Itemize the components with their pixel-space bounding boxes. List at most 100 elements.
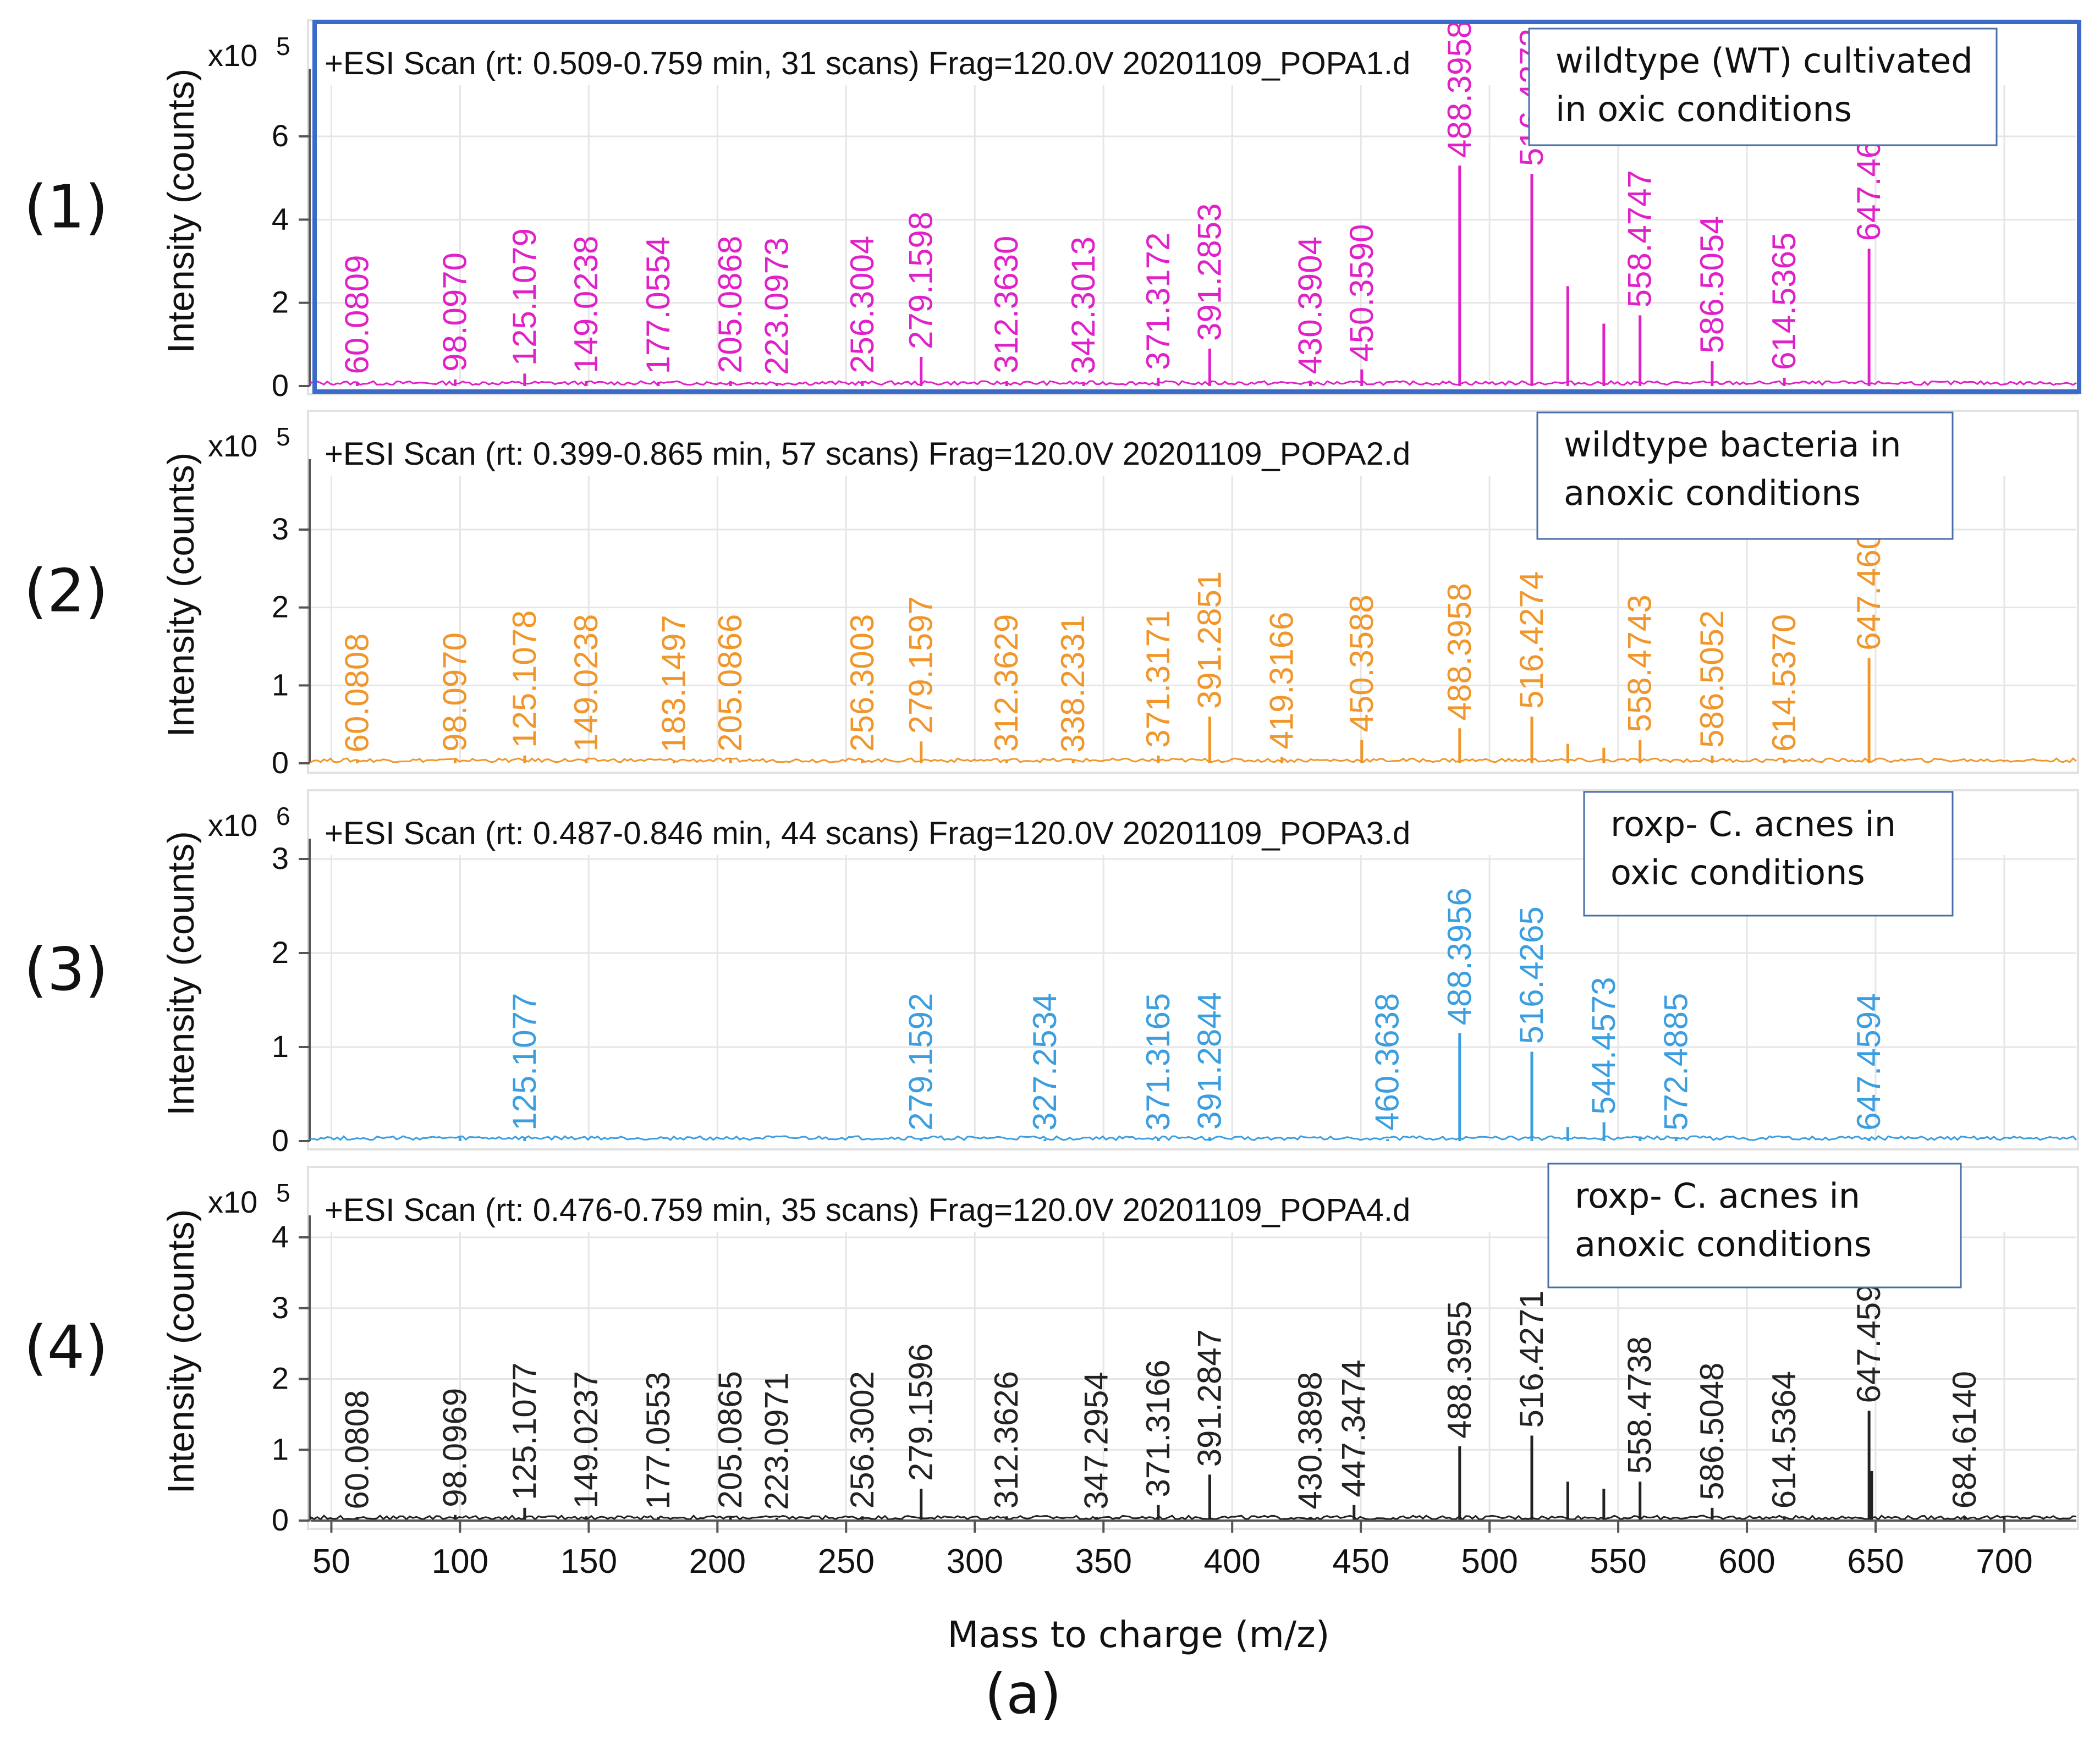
condition-annotation-text: anoxic conditions [1575, 1224, 1872, 1264]
panel-number: (4) [24, 1314, 108, 1383]
peak-label: 450.3590 [1343, 224, 1380, 361]
peak-label: 205.0866 [712, 614, 749, 752]
peak-label: 312.3629 [988, 614, 1025, 752]
panel-number: (2) [24, 557, 108, 626]
scan-label: +ESI Scan (rt: 0.487-0.846 min, 44 scans… [325, 816, 1410, 851]
y-scale-exponent: 5 [276, 422, 290, 451]
peak-label: 149.0238 [568, 614, 604, 752]
peak-label: 342.3013 [1065, 236, 1102, 374]
y-tick-label: 1 [272, 1029, 289, 1064]
peak-label: 391.2847 [1191, 1329, 1228, 1467]
x-tick-label: 200 [689, 1543, 746, 1581]
peak-label: 177.0553 [640, 1372, 677, 1509]
peak-label: 256.3002 [844, 1371, 881, 1508]
panel-3: 0 1 2 3 x10 6 Intensity (counts) (3) +ESI Scan (… [24, 789, 2079, 1158]
condition-annotation-text: wildtype (WT) cultivated [1555, 41, 1973, 81]
y-tick-label: 0 [272, 368, 289, 403]
scan-label: +ESI Scan (rt: 0.476-0.759 min, 35 scans… [325, 1192, 1410, 1228]
y-scale-base: x10 [208, 428, 257, 463]
y-axis-title: Intensity (counts) [160, 1209, 202, 1494]
condition-annotation-text: roxp- C. acnes in [1610, 804, 1896, 844]
peak-label: 488.3956 [1441, 888, 1478, 1025]
peak-label: 125.1079 [506, 228, 543, 366]
peak-label: 256.3003 [844, 614, 881, 752]
y-tick-label: 0 [272, 745, 289, 780]
x-tick-label: 50 [312, 1543, 350, 1581]
peak-label: 205.0868 [712, 236, 749, 373]
peak-label: 279.1592 [903, 993, 939, 1131]
y-tick-label: 0 [272, 1502, 289, 1537]
peak-label: 430.3898 [1291, 1372, 1328, 1509]
peak-label: 223.0971 [758, 1373, 795, 1510]
peak-label: 460.3638 [1369, 993, 1406, 1131]
y-scale-exponent: 5 [276, 32, 290, 60]
peak-label: 488.3958 [1441, 20, 1478, 158]
peak-label: 450.3588 [1343, 594, 1380, 732]
x-tick-label: 300 [947, 1543, 1003, 1581]
peak-label: 516.4265 [1513, 906, 1550, 1044]
peak-label: 647.4594 [1850, 993, 1887, 1131]
panel-number: (3) [24, 935, 108, 1004]
peak-label: 125.1078 [506, 610, 543, 748]
y-tick-label: 3 [272, 511, 289, 546]
peak-label: 223.0973 [758, 238, 795, 375]
peak-label: 391.2844 [1191, 992, 1228, 1130]
y-axis-title: Intensity (counts) [160, 453, 202, 737]
peak-label: 614.5364 [1766, 1371, 1802, 1508]
peak-label: 60.0808 [339, 1390, 376, 1510]
peak-label: 125.1077 [506, 993, 543, 1131]
peak-label: 614.5370 [1766, 614, 1802, 752]
peak-label: 98.0970 [436, 252, 473, 372]
peak-label: 279.1597 [903, 596, 939, 734]
panel-1: 0 2 4 6 x10 5 Intensity (counts) (1) +ESI Scan (… [24, 19, 2081, 403]
peak-label: 312.3630 [988, 236, 1025, 373]
y-tick-label: 4 [272, 201, 289, 236]
peak-label: 125.1077 [506, 1363, 543, 1500]
baseline-trace [310, 1135, 2077, 1142]
y-axis-title: Intensity (counts) [160, 831, 202, 1116]
peak-label: 279.1598 [903, 212, 939, 349]
x-tick-label: 700 [1976, 1543, 2032, 1581]
y-axis-title: Intensity (counts) [160, 69, 202, 354]
y-tick-label: 3 [272, 1290, 289, 1325]
peak-label: 256.3004 [844, 236, 881, 373]
baseline-trace [310, 757, 2077, 764]
peak-label: 149.0238 [568, 236, 604, 373]
peak-label: 205.0865 [712, 1371, 749, 1508]
y-scale-base: x10 [208, 808, 257, 843]
peak-label: 98.0969 [436, 1388, 473, 1507]
y-tick-label: 1 [272, 667, 289, 702]
x-tick-label: 150 [560, 1543, 617, 1581]
y-tick-label: 2 [272, 935, 289, 970]
condition-annotation-box [1583, 791, 1954, 917]
baseline-trace [310, 1514, 2077, 1521]
x-tick-label: 650 [1847, 1543, 1904, 1581]
y-scale-exponent: 5 [276, 1179, 290, 1207]
y-scale-base: x10 [208, 1185, 257, 1219]
scan-label: +ESI Scan (rt: 0.399-0.865 min, 57 scans… [325, 436, 1410, 472]
x-tick-label: 450 [1332, 1543, 1389, 1581]
y-tick-label: 3 [272, 841, 289, 875]
y-tick-label: 2 [272, 285, 289, 320]
figure-caption: (a) [985, 1662, 1061, 1726]
peak-label: 544.4573 [1585, 977, 1622, 1115]
peak-label: 614.5365 [1766, 233, 1802, 370]
condition-annotation-text: anoxic conditions [1564, 473, 1861, 513]
panel-2: 0 1 2 3 x10 5 Intensity (counts) (2) +ESI Scan (… [24, 410, 2079, 780]
x-tick-label: 600 [1718, 1543, 1775, 1581]
x-axis: 50 100 150 200 250 300 350 400 450 500 550 600 650 70… [311, 1519, 2076, 1656]
x-tick-label: 250 [818, 1543, 875, 1581]
peak-label: 60.0808 [339, 633, 376, 752]
peak-label: 371.3165 [1140, 993, 1177, 1131]
peak-label: 572.4885 [1657, 993, 1694, 1131]
peak-label: 558.4743 [1621, 594, 1658, 732]
baseline-trace [310, 380, 2077, 387]
peak-label: 488.3958 [1441, 583, 1478, 720]
peak-label: 586.5052 [1694, 610, 1730, 748]
peak-label: 327.2534 [1026, 993, 1063, 1131]
condition-annotation-text: wildtype bacteria in [1564, 425, 1901, 465]
peak-label: 312.3626 [988, 1371, 1025, 1508]
peak-label: 419.3166 [1263, 612, 1300, 749]
condition-annotation-box [1547, 1163, 1962, 1289]
